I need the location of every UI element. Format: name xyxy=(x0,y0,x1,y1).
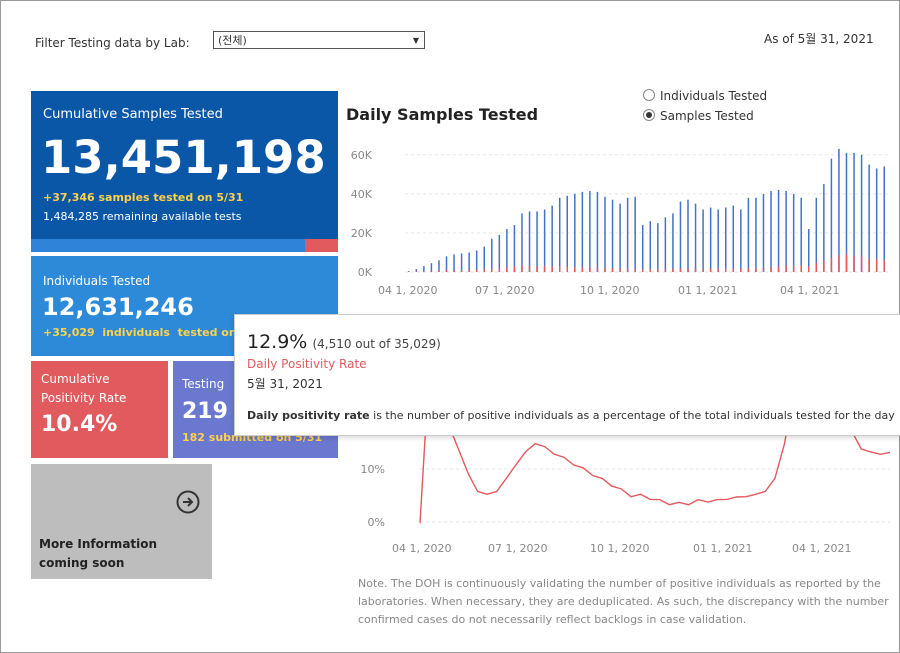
as-of-date: As of 5월 31, 2021 xyxy=(764,32,874,46)
tile-title: Testing xyxy=(182,377,225,391)
radio-individuals-tested[interactable]: Individuals Tested xyxy=(643,89,767,103)
tile-title-line1: Cumulative xyxy=(41,372,110,386)
individuals-daily-delta: +35,029 individuals tested on xyxy=(43,326,237,339)
y-tick-label: 0K xyxy=(358,266,373,279)
more-info-tile[interactable]: More Information coming soon xyxy=(31,464,212,579)
x-tick-label: 04 1, 2021 xyxy=(780,284,839,297)
x-tick-label: 04 1, 2020 xyxy=(378,284,437,297)
y-tick-label: 60K xyxy=(351,149,373,162)
chart-title: Daily Samples Tested xyxy=(346,105,539,124)
y-tick-label: 20K xyxy=(351,227,373,240)
positivity-rate-value: 10.4% xyxy=(41,412,118,437)
radio-indicator xyxy=(643,109,655,121)
y-tick-label: 40K xyxy=(351,188,373,201)
radio-samples-tested[interactable]: Samples Tested xyxy=(643,109,754,123)
positivity-line xyxy=(419,430,891,524)
tooltip-date: 5월 31, 2021 xyxy=(247,377,323,391)
x-tick-label: 10 1, 2020 xyxy=(580,284,639,297)
x-tick-label: 10 1, 2020 xyxy=(590,542,649,555)
x-tick-label: 07 1, 2020 xyxy=(488,542,547,555)
radio-label: Samples Tested xyxy=(660,109,754,123)
tile-title-line2: Positivity Rate xyxy=(41,391,127,405)
positivity-rate-chart: 0% 10% 04 1, 2020 07 1, 2020 10 1, 2020 01 1,… xyxy=(361,430,891,555)
tooltip-description: Daily positivity rate is the number of p… xyxy=(247,409,895,422)
tooltip-desc-bold: Daily positivity rate xyxy=(247,409,370,422)
note-text: Note. The DOH is continuously validating… xyxy=(358,577,889,626)
y-tick-label: 0% xyxy=(368,516,385,529)
arrow-circle-right-icon[interactable] xyxy=(176,490,200,514)
more-info-line2: coming soon xyxy=(39,556,125,570)
x-tick-label: 01 1, 2021 xyxy=(678,284,737,297)
radio-indicator xyxy=(643,89,655,101)
samples-daily-delta: +37,346 samples tested on 5/31 xyxy=(43,191,244,204)
tooltip-detail: (4,510 out of 35,029) xyxy=(312,337,441,351)
radio-label: Individuals Tested xyxy=(660,89,768,103)
tooltip-desc-rest: is the number of positive individuals as… xyxy=(369,409,895,422)
chevron-down-icon: ▼ xyxy=(412,36,419,45)
tooltip-label: Daily Positivity Rate xyxy=(247,357,367,371)
lab-filter-select[interactable]: (전체) ▼ xyxy=(213,31,425,49)
remaining-tests: 1,484,285 remaining available tests xyxy=(43,210,242,223)
x-tick-label: 07 1, 2020 xyxy=(475,284,534,297)
used-tests-bar xyxy=(31,239,305,252)
tooltip-rate: 12.9% xyxy=(247,331,308,353)
cumulative-samples-value: 13,451,198 xyxy=(41,131,326,184)
x-tick-label: 04 1, 2021 xyxy=(792,542,851,555)
y-tick-label: 10% xyxy=(361,463,385,476)
individuals-tested-value: 12,631,246 xyxy=(42,293,194,321)
labs-count-value: 219 xyxy=(182,399,228,424)
remaining-tests-bar xyxy=(305,239,338,252)
tile-title: Individuals Tested xyxy=(43,274,151,288)
lab-filter-value: (전체) xyxy=(218,34,247,47)
cumulative-samples-tile: Cumulative Samples Tested 13,451,198 +37… xyxy=(31,91,338,252)
tooltip: 12.9% (4,510 out of 35,029) Daily Positi… xyxy=(234,314,900,436)
filter-label: Filter Testing data by Lab: xyxy=(35,36,190,50)
x-tick-label: 01 1, 2021 xyxy=(693,542,752,555)
daily-samples-chart: 0K 20K 40K 60K 04 1, 2020 07 1, 2020 10 1, 202… xyxy=(351,149,888,297)
more-info-line1: More Information xyxy=(39,537,158,551)
tile-title: Cumulative Samples Tested xyxy=(43,107,223,122)
x-tick-label: 04 1, 2020 xyxy=(392,542,451,555)
cumulative-positivity-tile: Cumulative Positivity Rate 10.4% xyxy=(31,361,168,458)
